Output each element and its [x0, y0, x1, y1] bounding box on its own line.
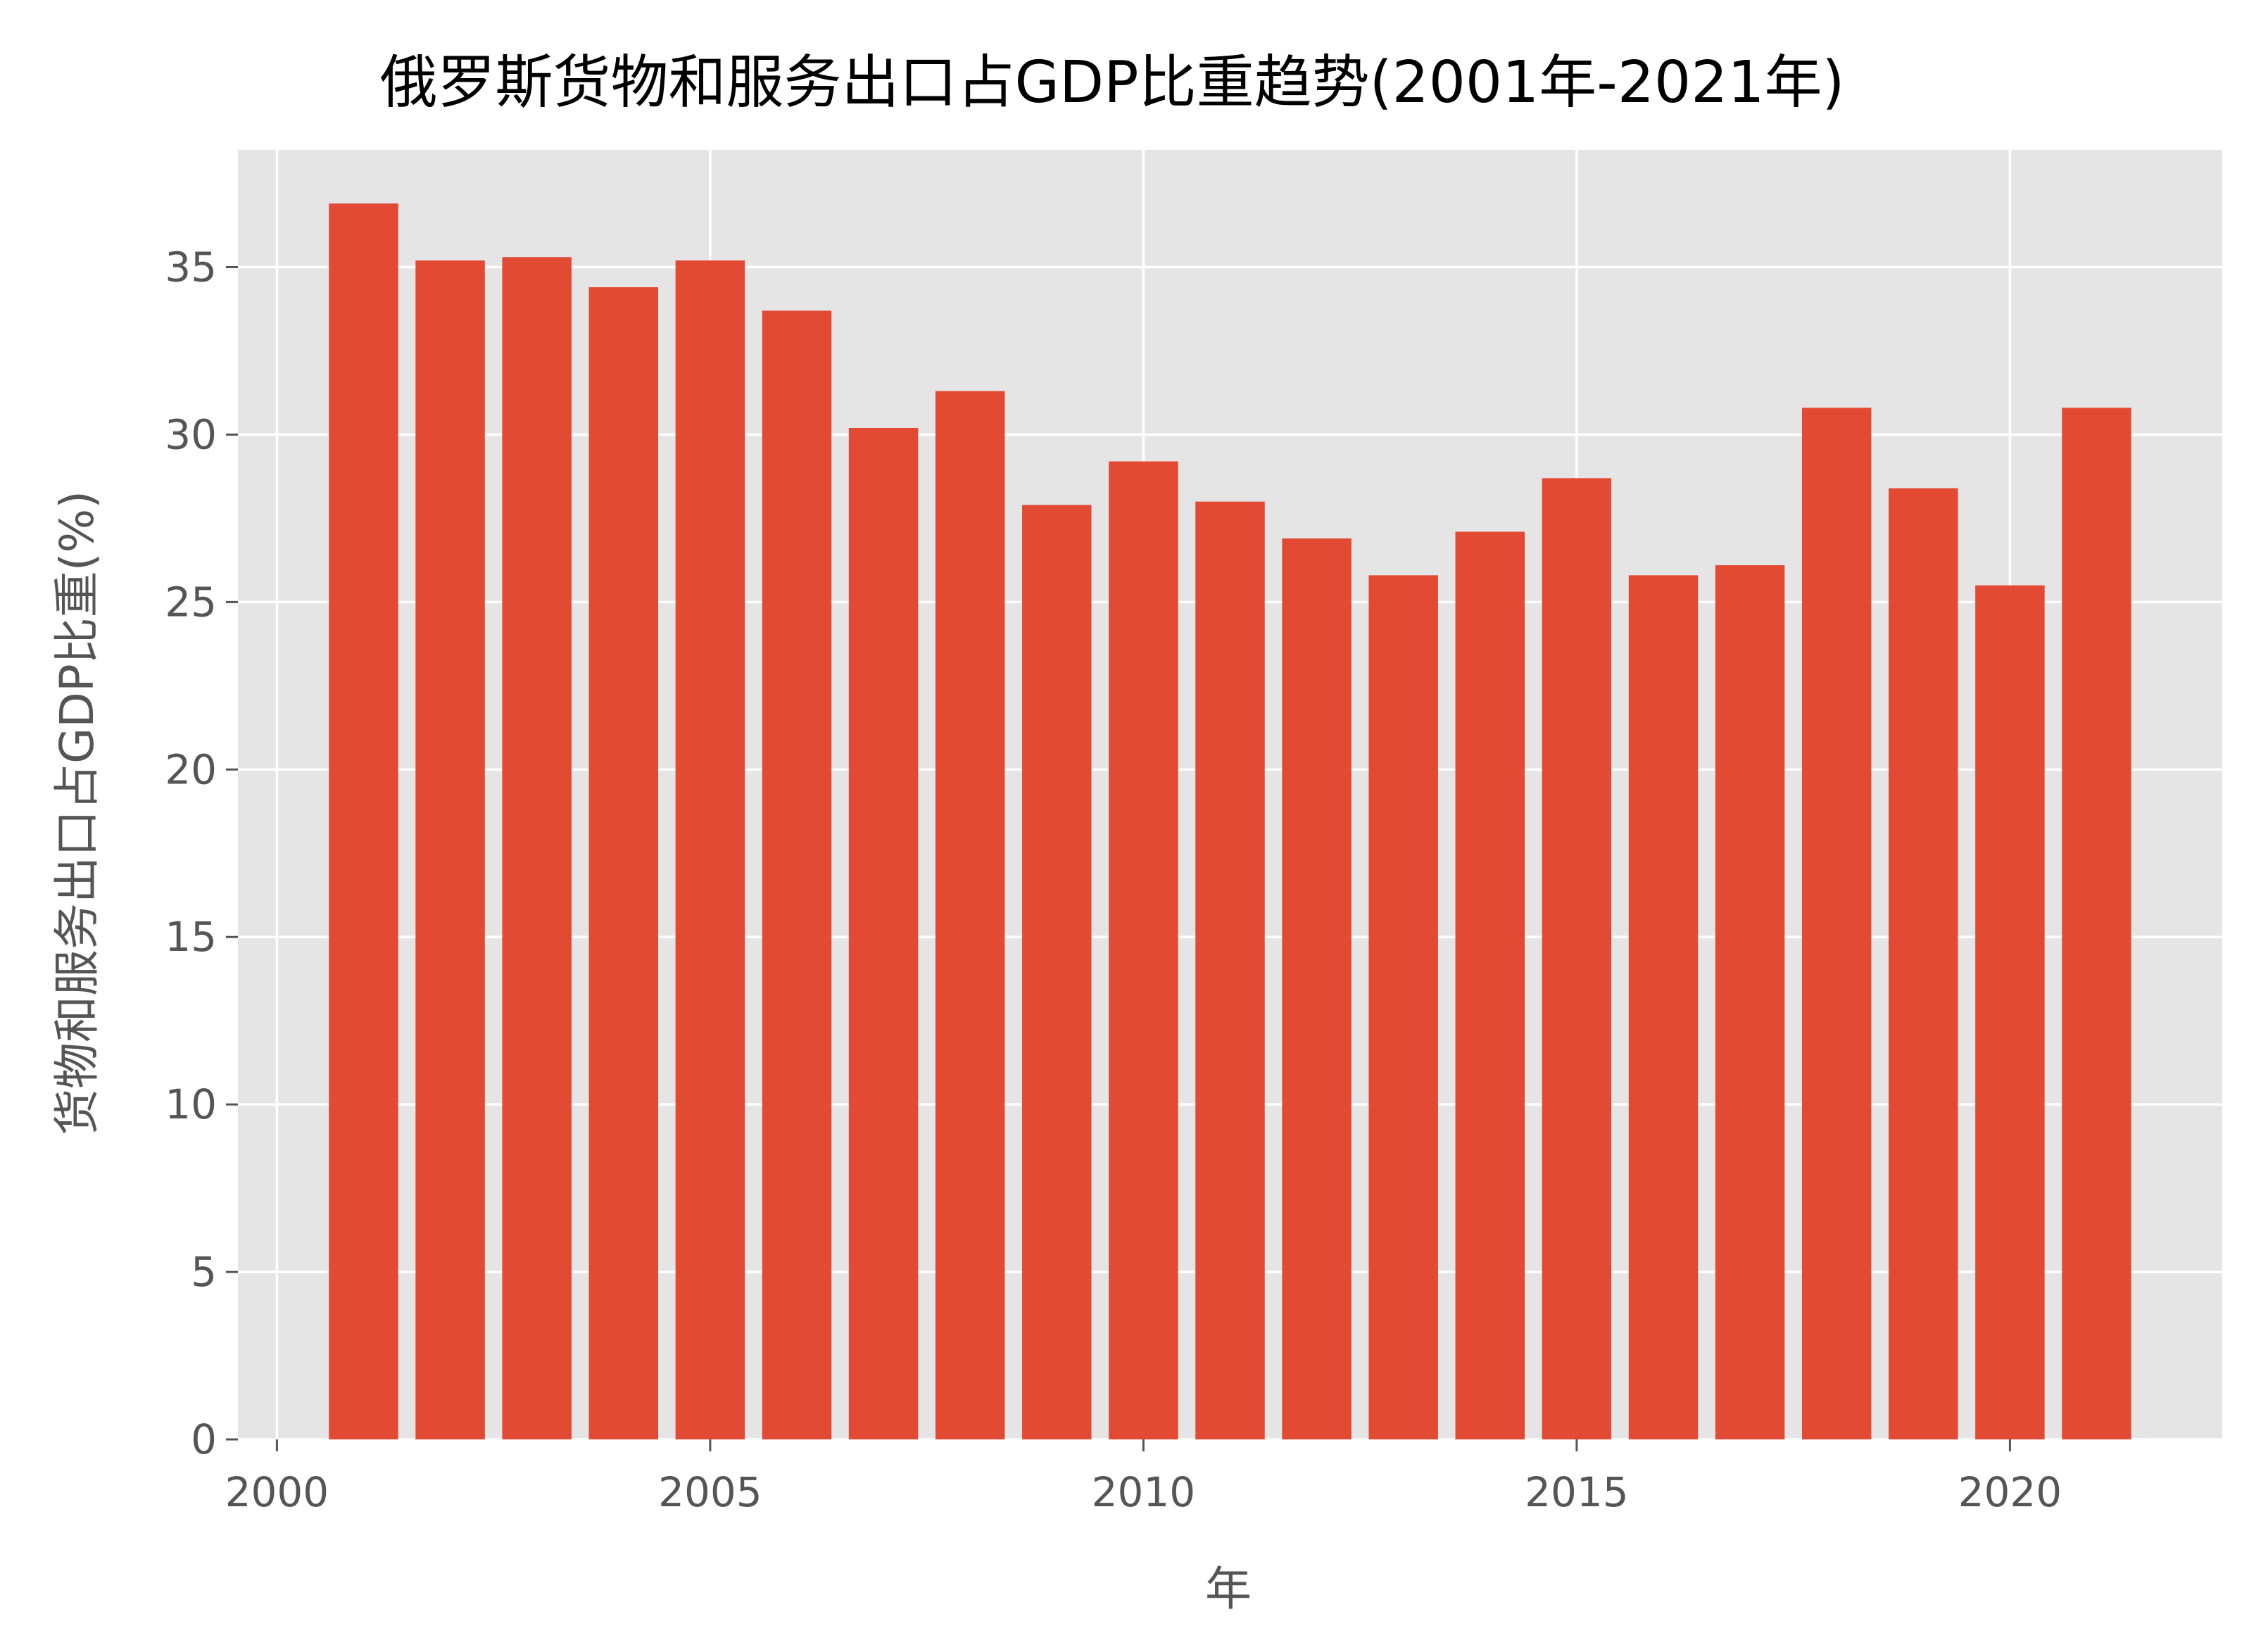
bar-2006 [762, 310, 832, 1440]
x-tick-label: 2020 [1958, 1468, 2062, 1516]
bar-2010 [1109, 461, 1178, 1439]
bar-2009 [1022, 505, 1092, 1439]
bar-2001 [329, 203, 398, 1440]
bar-2012 [1282, 538, 1352, 1439]
bar-2003 [502, 257, 572, 1439]
y-tick-label: 20 [165, 745, 217, 793]
y-tick-label: 25 [165, 578, 217, 626]
bar-2021 [2062, 408, 2131, 1439]
x-tick-label: 2000 [225, 1468, 329, 1516]
x-tick-label: 2005 [658, 1468, 762, 1516]
axis-ticks: 2000 2005 2010 2015 2020 0 5 10 15 20 25 30 35 [165, 244, 2062, 1516]
x-axis-label: 年 [1205, 1562, 1252, 1616]
y-tick-label: 0 [191, 1415, 217, 1463]
bar-2005 [675, 260, 745, 1439]
chart-title: 俄罗斯货物和服务出口占GDP比重趋势(2001年-2021年) [379, 49, 1844, 116]
y-tick-label: 30 [165, 410, 217, 458]
bar-2013 [1368, 575, 1438, 1440]
x-tick-label: 2010 [1092, 1468, 1196, 1516]
x-tick-label: 2015 [1525, 1468, 1629, 1516]
bar-2020 [1975, 585, 2045, 1439]
bar-2016 [1628, 575, 1699, 1440]
bar-2002 [415, 260, 485, 1439]
bar-2018 [1801, 408, 1872, 1439]
y-tick-label: 35 [165, 244, 217, 291]
bar-2014 [1455, 531, 1525, 1439]
bar-2007 [848, 427, 919, 1439]
bar-2008 [935, 391, 1005, 1439]
y-tick-label: 5 [191, 1248, 217, 1296]
bar-2019 [1889, 488, 1958, 1440]
bar-2004 [588, 287, 659, 1440]
y-axis-label: 货物和服务出口占GDP比重(%) [50, 491, 104, 1135]
bars [329, 203, 2131, 1440]
bar-2011 [1195, 501, 1265, 1439]
bar-2015 [1542, 478, 1612, 1439]
y-tick-label: 15 [165, 913, 217, 961]
y-tick-label: 10 [165, 1080, 217, 1128]
bar-2017 [1715, 565, 1785, 1439]
